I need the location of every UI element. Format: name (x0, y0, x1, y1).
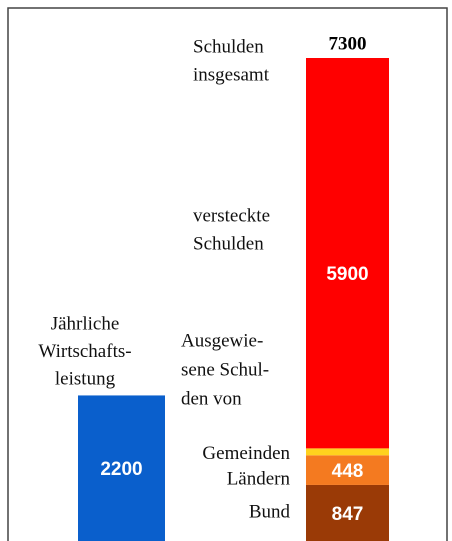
value-label: 847 (332, 504, 364, 525)
bar-segment (306, 448, 389, 456)
annotation: den von (181, 388, 242, 409)
total-label: 7300 (329, 33, 367, 54)
frame (7, 7, 448, 541)
category-label: Jährliche (51, 313, 120, 334)
series-label: Bund (249, 501, 291, 522)
category-label: Wirtschafts- (38, 341, 131, 362)
category-label: insgesamt (193, 64, 270, 85)
bar-segment (306, 58, 389, 449)
value-label: 448 (332, 461, 364, 482)
bar-segment (306, 455, 389, 485)
series-label: Schulden (193, 234, 264, 255)
value-label: 2200 (100, 459, 142, 480)
annotation: sene Schul- (181, 359, 269, 380)
series-label: Ländern (227, 468, 291, 489)
category-label: Schulden (193, 36, 264, 57)
bar-segment (78, 395, 165, 541)
series-label: Gemeinden (202, 443, 290, 464)
annotation: Ausgewie- (181, 330, 263, 351)
bar-segment (306, 484, 389, 541)
value-label: 5900 (326, 264, 368, 285)
category-label: leistung (55, 368, 116, 389)
series-label: versteckte (193, 206, 270, 227)
